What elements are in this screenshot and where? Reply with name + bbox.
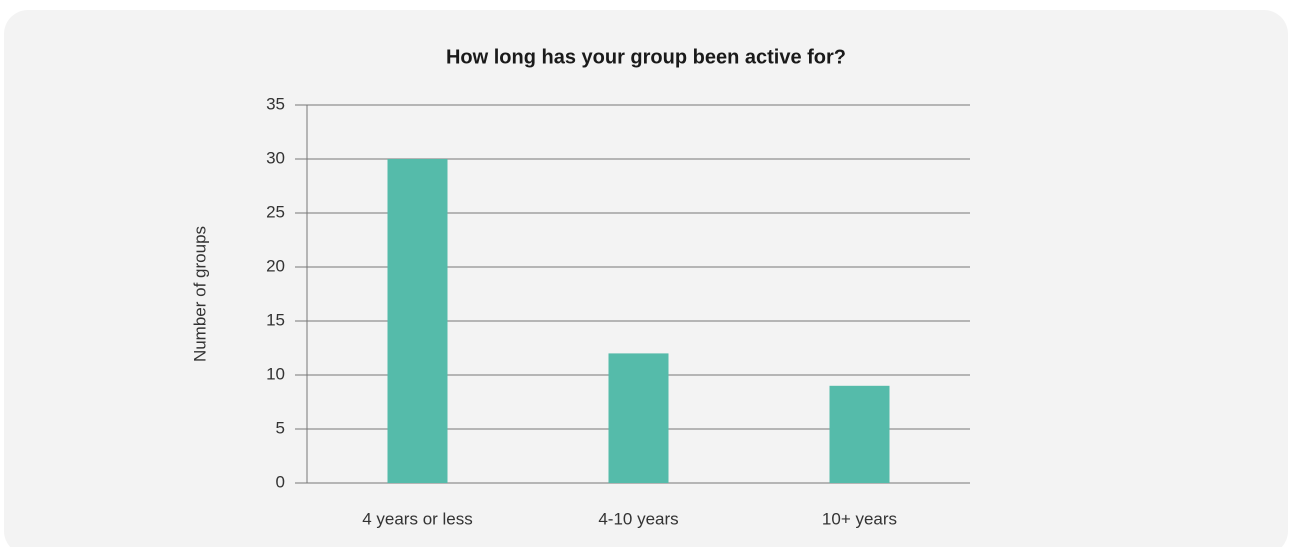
y-axis-label: Number of groups bbox=[190, 226, 209, 362]
y-tick-label: 35 bbox=[266, 94, 285, 113]
y-tick-label: 25 bbox=[266, 202, 285, 221]
y-tick-label: 20 bbox=[266, 256, 285, 275]
chart-title: How long has your group been active for? bbox=[446, 46, 846, 68]
y-tick-label: 15 bbox=[266, 310, 285, 329]
y-tick-label: 5 bbox=[276, 418, 285, 437]
y-tick-label: 10 bbox=[266, 364, 285, 383]
bar bbox=[608, 353, 669, 483]
x-tick-label: 4-10 years bbox=[598, 509, 678, 528]
x-tick-label: 4 years or less bbox=[362, 509, 473, 528]
bar bbox=[387, 159, 448, 483]
y-tick-label: 30 bbox=[266, 148, 285, 167]
y-tick-label: 0 bbox=[276, 472, 285, 491]
x-tick-label: 10+ years bbox=[822, 509, 897, 528]
card bbox=[4, 10, 1288, 547]
bar bbox=[829, 385, 890, 483]
